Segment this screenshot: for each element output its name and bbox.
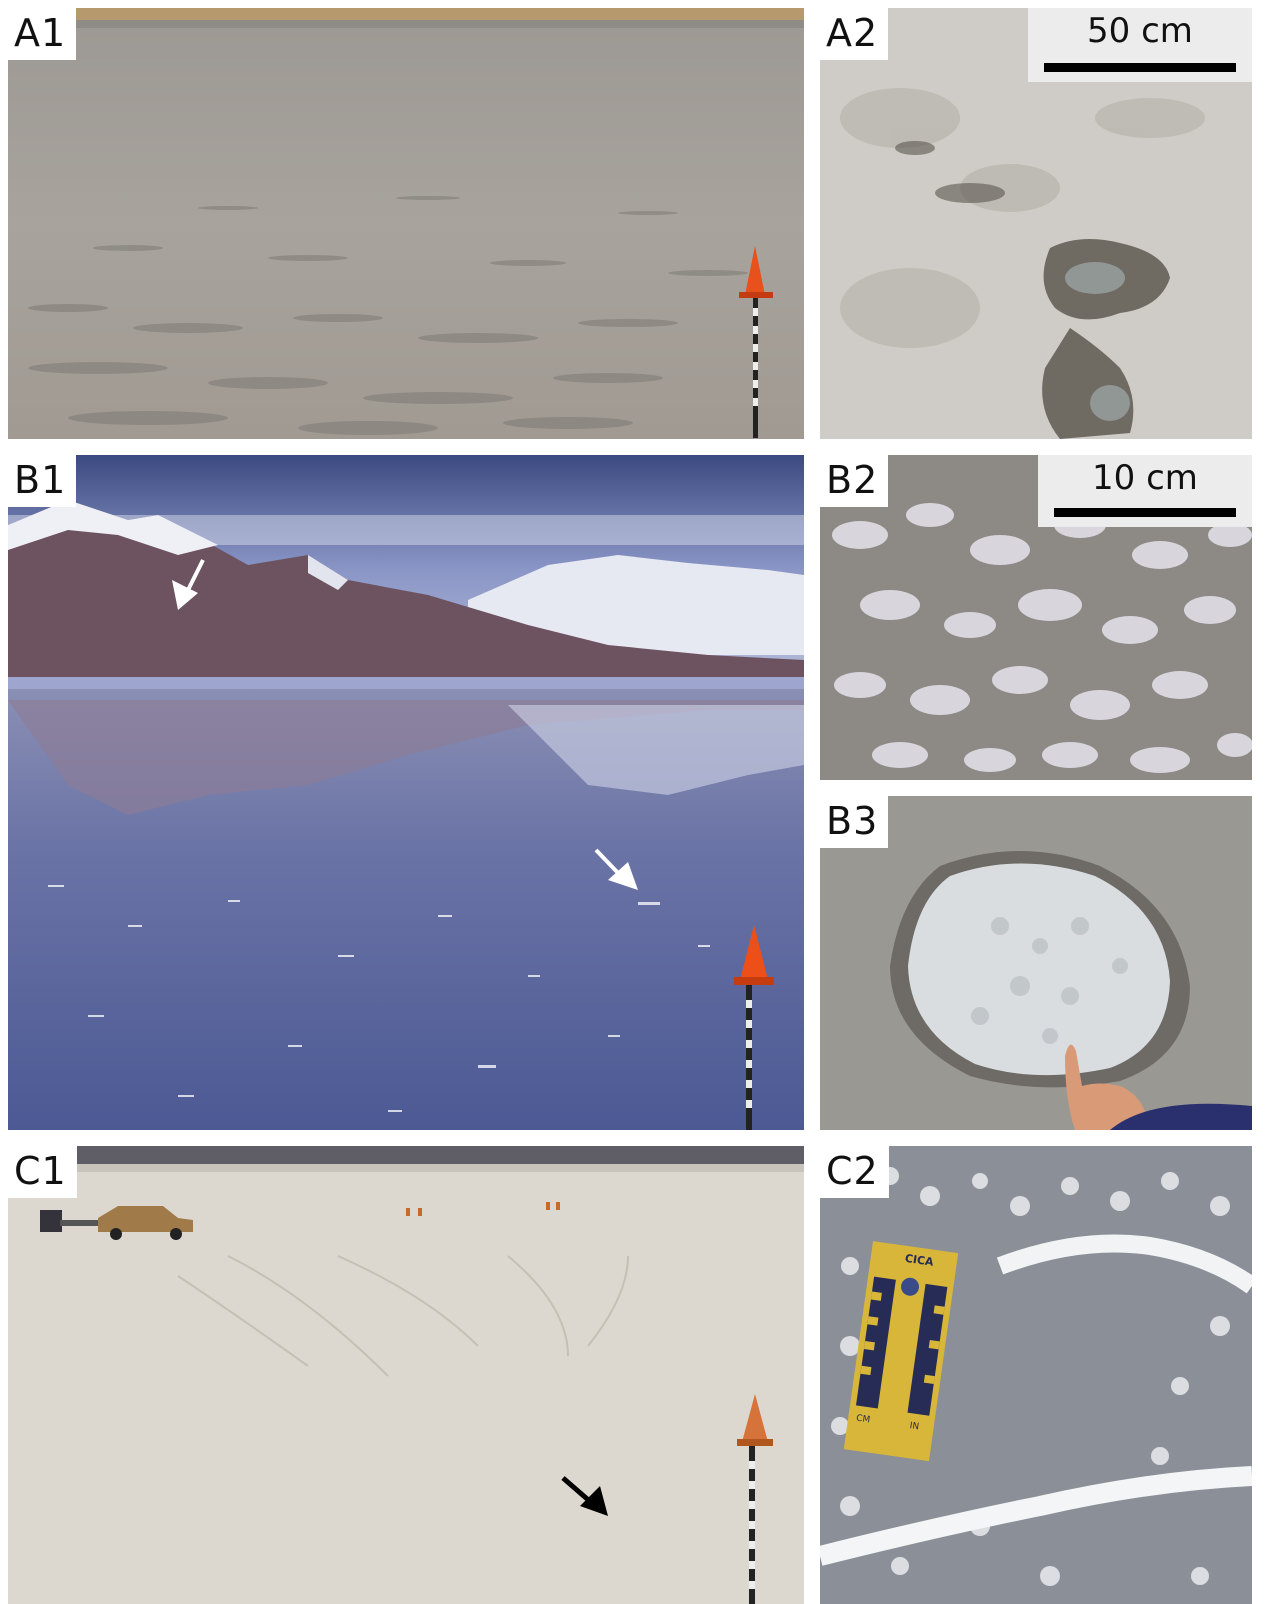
traffic-cone-marker bbox=[734, 925, 774, 1130]
photo-panel-b2: B2 10 cm bbox=[820, 455, 1252, 780]
panel-label-b3: B3 bbox=[820, 796, 889, 848]
scale-bar-b2: 10 cm bbox=[1038, 455, 1252, 527]
photo-panel-b1: B1 bbox=[8, 455, 804, 1130]
scale-bar-a2: 50 cm bbox=[1028, 8, 1252, 82]
ruler-card-in: IN bbox=[909, 1421, 920, 1432]
salt-nodules-closeup-photo: CICA CM IN bbox=[820, 1146, 1252, 1604]
car-and-trailer bbox=[40, 1206, 193, 1240]
scale-bar-text: 10 cm bbox=[1092, 458, 1198, 498]
scale-bar-text: 50 cm bbox=[1087, 11, 1193, 51]
pointing-hand bbox=[1065, 1044, 1252, 1130]
salt-mound-photo bbox=[820, 796, 1252, 1130]
salt-crust-closeup-photo bbox=[820, 8, 1252, 439]
ruler-card: CICA CM IN bbox=[843, 1241, 959, 1462]
panel-label-c1: C1 bbox=[8, 1146, 77, 1198]
scale-bar-line bbox=[1044, 63, 1236, 72]
photo-panel-a2: A2 50 cm bbox=[820, 8, 1252, 439]
white-arrow-water bbox=[594, 848, 638, 890]
panel-label-c2: C2 bbox=[820, 1146, 889, 1198]
panel-label-b2: B2 bbox=[820, 455, 889, 507]
panel-label-a2: A2 bbox=[820, 8, 889, 60]
ruler-card-brand: CICA bbox=[904, 1252, 935, 1269]
panel-label-a1: A1 bbox=[8, 8, 77, 60]
mountain-reflection-lake-photo bbox=[8, 455, 804, 1130]
black-arrow bbox=[561, 1476, 608, 1516]
dry-salt-flat-photo bbox=[8, 1146, 804, 1604]
traffic-cone-marker bbox=[739, 246, 773, 438]
photo-panel-c2: CICA CM IN C2 bbox=[820, 1146, 1252, 1604]
white-arrow-mountain bbox=[172, 559, 205, 610]
photo-panel-b3: B3 bbox=[820, 796, 1252, 1130]
ruler-card-cm: CM bbox=[855, 1414, 870, 1426]
salt-polygons-closeup-photo bbox=[820, 455, 1252, 780]
panel-label-b1: B1 bbox=[8, 455, 77, 507]
scale-bar-line bbox=[1054, 508, 1236, 517]
photo-panel-c1: C1 bbox=[8, 1146, 804, 1604]
flooded-salt-flat-photo bbox=[8, 8, 804, 439]
photo-panel-a1: A1 bbox=[8, 8, 804, 439]
traffic-cone-marker bbox=[737, 1394, 773, 1604]
